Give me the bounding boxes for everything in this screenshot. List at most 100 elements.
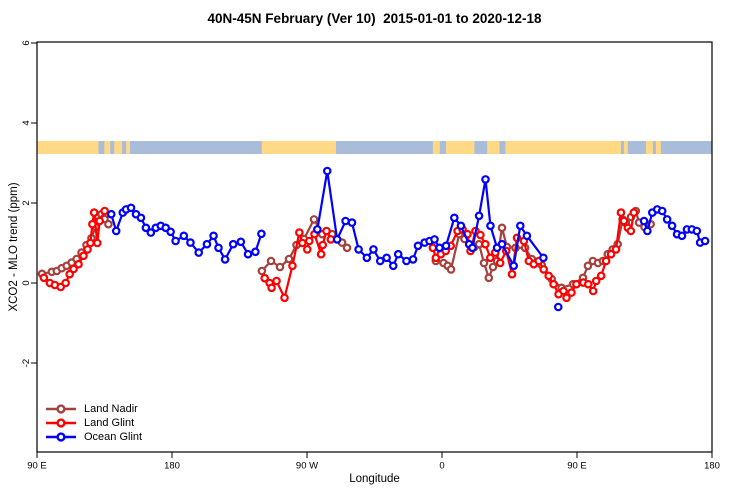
data-point-ocean-glint xyxy=(209,231,218,241)
data-point-land-glint xyxy=(485,253,495,263)
data-point-ocean-glint xyxy=(171,236,180,246)
data-point-land-glint xyxy=(616,208,626,217)
x-tick-label: 180 xyxy=(704,461,720,472)
data-point-ocean-glint xyxy=(515,221,525,231)
band-land-segment xyxy=(446,141,475,154)
data-point-ocean-glint xyxy=(662,215,672,224)
data-point-land-nadir xyxy=(104,219,113,229)
data-point-land-glint xyxy=(549,279,558,289)
data-point-ocean-glint xyxy=(700,236,710,246)
data-point-land-nadir xyxy=(257,266,267,276)
data-point-land-glint xyxy=(572,279,581,289)
data-point-ocean-glint xyxy=(179,231,189,241)
data-point-land-nadir xyxy=(342,243,352,253)
legend-label-land-glint: Land Glint xyxy=(84,417,135,429)
data-point-ocean-glint xyxy=(667,221,677,231)
data-point-land-glint xyxy=(288,261,297,271)
data-point-ocean-glint xyxy=(553,302,563,312)
data-point-ocean-glint xyxy=(220,255,230,264)
data-point-land-glint xyxy=(476,230,485,240)
data-point-land-nadir xyxy=(309,215,319,224)
data-point-ocean-glint xyxy=(522,231,532,241)
data-point-land-nadir xyxy=(484,273,494,283)
data-point-land-nadir xyxy=(266,256,276,266)
data-point-land-nadir xyxy=(497,223,507,233)
data-point-ocean-glint xyxy=(435,243,444,253)
y-tick-label: 6 xyxy=(21,40,32,45)
data-point-land-nadir xyxy=(479,258,489,268)
data-point-land-glint xyxy=(89,208,99,217)
data-point-land-glint xyxy=(302,245,312,254)
data-point-land-glint xyxy=(559,286,568,296)
data-point-land-glint xyxy=(318,240,328,250)
data-point-land-glint xyxy=(86,238,95,248)
data-point-land-glint xyxy=(69,264,78,274)
data-point-ocean-glint xyxy=(146,228,156,237)
data-point-ocean-glint xyxy=(643,226,652,236)
data-point-land-glint xyxy=(267,283,276,293)
data-point-land-glint xyxy=(539,265,549,274)
data-point-ocean-glint xyxy=(430,235,439,244)
data-point-ocean-glint xyxy=(126,203,136,213)
data-point-land-glint xyxy=(100,206,109,216)
data-point-ocean-glint xyxy=(408,255,418,264)
data-point-ocean-glint xyxy=(166,227,175,237)
legend-label-land-nadir: Land Nadir xyxy=(84,403,138,415)
data-point-land-glint xyxy=(619,216,629,226)
data-point-land-glint xyxy=(298,238,307,248)
data-point-land-glint xyxy=(280,293,289,303)
data-point-ocean-glint xyxy=(382,253,391,263)
x-tick-label: 90 E xyxy=(567,461,587,472)
legend-item-ocean-glint: Ocean Glint xyxy=(44,430,142,444)
data-point-ocean-glint xyxy=(214,243,223,253)
data-point-land-nadir xyxy=(583,261,593,271)
band-land-segment xyxy=(505,141,621,154)
data-point-land-glint xyxy=(567,288,576,297)
data-point-ocean-glint xyxy=(251,247,260,257)
band-land-segment xyxy=(261,141,336,154)
data-point-land-glint xyxy=(322,226,331,236)
data-point-land-glint xyxy=(260,273,270,283)
data-point-ocean-glint xyxy=(228,239,238,249)
data-point-ocean-glint xyxy=(393,249,403,259)
data-point-ocean-glint xyxy=(402,256,411,266)
data-point-land-glint xyxy=(591,276,601,286)
data-point-land-nadir xyxy=(275,262,285,272)
data-point-ocean-glint xyxy=(497,239,507,249)
data-point-land-glint xyxy=(507,269,517,279)
data-point-land-glint xyxy=(95,216,105,226)
y-tick-label: -2 xyxy=(21,359,32,367)
data-point-land-glint xyxy=(606,249,616,259)
data-point-land-glint xyxy=(596,271,606,281)
data-point-ocean-glint xyxy=(692,226,702,236)
plot-border xyxy=(36,41,713,453)
data-point-land-glint xyxy=(79,251,88,261)
band-land-segment xyxy=(623,141,628,154)
x-tick-label: 0 xyxy=(439,461,444,472)
data-point-ocean-glint xyxy=(474,211,484,221)
data-point-ocean-glint xyxy=(677,231,687,241)
data-point-ocean-glint xyxy=(481,175,490,184)
data-point-land-glint xyxy=(39,273,49,283)
data-point-ocean-glint xyxy=(449,213,459,223)
data-point-land-glint xyxy=(61,278,70,288)
data-point-ocean-glint xyxy=(639,216,649,226)
data-point-ocean-glint xyxy=(257,229,266,239)
data-point-ocean-glint xyxy=(441,241,451,251)
data-point-land-glint xyxy=(588,286,598,296)
band-land-segment xyxy=(487,141,500,154)
x-tick-label: 90 E xyxy=(27,461,47,472)
data-point-ocean-glint xyxy=(509,261,519,271)
data-point-land-glint xyxy=(304,236,314,246)
data-point-ocean-glint xyxy=(362,253,372,263)
data-point-ocean-glint xyxy=(486,221,495,231)
data-point-land-glint xyxy=(88,219,97,229)
legend-label-ocean-glint: Ocean Glint xyxy=(84,431,143,443)
data-point-ocean-glint xyxy=(468,243,477,253)
data-point-ocean-glint xyxy=(657,206,667,216)
x-tick-label: 90 W xyxy=(296,461,318,472)
data-point-ocean-glint xyxy=(332,235,342,244)
chart-title: 40N-45N February (Ver 10) 2015-01-01 to … xyxy=(207,11,542,26)
data-point-land-glint xyxy=(316,249,326,259)
data-point-land-nadir xyxy=(446,265,456,274)
